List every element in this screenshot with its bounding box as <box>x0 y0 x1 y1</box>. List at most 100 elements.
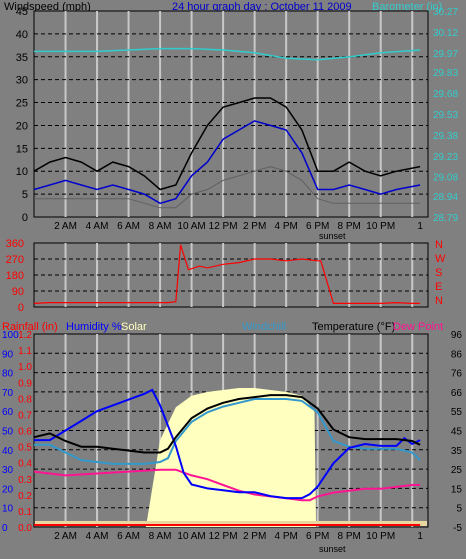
rain-humidity-y-ticks: 0.0 0.1 0.2 0.3 0.4 0.5 0.6 0.7 0.8 0.9 1.0 1.1 1.2 0… <box>2 330 32 534</box>
direction-series <box>33 244 421 304</box>
wind-x-ticks: 2 AM 4 AM 6 AM 8 AM 10 AM 12 PM 2 PM 4 PM 6 PM 8 … <box>54 221 423 232</box>
windspeed-axis-label: Windspeed (mph) <box>4 1 91 13</box>
x-tick-label: 10 AM <box>177 531 205 542</box>
y-tick-label: 360 <box>6 238 24 250</box>
humidity-tick-label: 20 <box>2 484 14 495</box>
rain-tick-label: 0.9 <box>18 378 32 389</box>
series-direction <box>33 244 421 304</box>
x-tick-label: 12 PM <box>209 221 238 232</box>
x-tick-label: 10 AM <box>177 221 205 232</box>
rain-tick-label: 0.7 <box>18 410 32 421</box>
rain-tick-label: 0.2 <box>18 491 32 502</box>
y2-tick-label: 29.68 <box>433 89 458 100</box>
rain-tick-label: 1.1 <box>18 346 32 357</box>
y-tick-label: 90 <box>12 286 24 298</box>
x-tick-label: 2 PM <box>243 531 266 542</box>
y2-tick-label: 29.08 <box>433 173 458 184</box>
y2-tick-label: 30.12 <box>433 28 458 39</box>
rain-tick-label: 0.3 <box>18 475 32 486</box>
humidity-tick-label: 50 <box>2 427 14 438</box>
legend-solar: Solar <box>121 321 147 333</box>
y2-tick-label: 29.53 <box>433 110 458 121</box>
y2-tick-label: 29.97 <box>433 49 458 60</box>
x-tick-label: 2 AM <box>54 221 77 232</box>
series-humidity <box>34 388 421 500</box>
x-tick-label: 10 PM <box>366 531 395 542</box>
temp-tick-label: 15 <box>451 484 463 495</box>
y-tick-label: 40 <box>16 29 28 41</box>
x-tick-label: 2 PM <box>243 221 266 232</box>
x-tick-label: 8 AM <box>149 531 172 542</box>
y2-tick-label: 30.27 <box>433 7 458 18</box>
y-tick-label: 5 <box>22 189 28 201</box>
legend-dewpoint: Dew Point <box>393 321 443 333</box>
temp-tick-label: 5 <box>456 504 462 515</box>
temp-series <box>33 388 427 527</box>
barometer-axis-label: Barometer (in) <box>372 1 442 13</box>
y-tick-label: 0 <box>22 212 28 224</box>
wind-y-ticks: 0 5 10 15 20 25 30 35 40 45 <box>16 6 28 224</box>
legend-rainfall: Rainfall (in) <box>2 321 58 333</box>
x-tick-label: 12 PM <box>209 531 238 542</box>
sunset-label-3: sunset <box>319 544 346 554</box>
y2-tick-label: 29.23 <box>433 152 458 163</box>
x-tick-label: 6 PM <box>306 531 329 542</box>
x-tick-label: 4 AM <box>86 221 109 232</box>
x-tick-label: 1 <box>417 221 423 232</box>
rain-tick-label: 0.4 <box>18 459 32 470</box>
x-tick-label: 8 PM <box>338 531 361 542</box>
rain-tick-label: 0.8 <box>18 394 32 405</box>
x-tick-label: 6 AM <box>117 531 140 542</box>
y-tick-label: 15 <box>16 143 28 155</box>
compass-label: W <box>435 253 446 265</box>
wind-series <box>33 47 421 209</box>
x-tick-label: 8 AM <box>149 221 172 232</box>
wind-panel-frame <box>33 10 429 218</box>
legend-humidity: Humidity % <box>66 321 122 333</box>
y-tick-label: 20 <box>16 120 28 132</box>
temp-tick-label: 55 <box>451 407 463 418</box>
series-windchill <box>34 398 421 465</box>
temp-tick-label: 45 <box>451 427 463 438</box>
humidity-tick-label: 30 <box>2 465 14 476</box>
x-tick-label: 1 <box>417 531 423 542</box>
x-tick-label: 4 PM <box>274 531 297 542</box>
y-tick-label: 270 <box>6 254 24 266</box>
series-temperature <box>33 394 421 454</box>
humidity-tick-label: 10 <box>2 504 14 515</box>
barometer-y-ticks: 28.79 28.94 29.08 29.23 29.38 29.53 29.68 29.83… <box>433 7 458 224</box>
y-tick-label: 25 <box>16 98 28 110</box>
rain-tick-label: 0.5 <box>18 443 32 454</box>
x-tick-label: 2 AM <box>54 531 77 542</box>
x-tick-label: 6 PM <box>306 221 329 232</box>
rain-tick-label: 0.0 <box>18 523 32 534</box>
temperature-y-ticks: -5 5 15 25 35 45 55 66 76 86 96 <box>451 330 463 534</box>
compass-label: E <box>435 281 442 293</box>
humidity-tick-label: 40 <box>2 446 14 457</box>
series-windspeed <box>33 120 421 205</box>
humidity-tick-label: 70 <box>2 388 14 399</box>
rain-tick-label: 0.1 <box>18 507 32 518</box>
humidity-tick-label: 100 <box>2 330 19 341</box>
temp-tick-label: 35 <box>451 446 463 457</box>
x-tick-label: 6 AM <box>117 221 140 232</box>
direction-panel-grid <box>34 243 428 307</box>
humidity-tick-label: 80 <box>2 369 14 380</box>
temp-tick-label: 25 <box>451 465 463 476</box>
series-average <box>34 166 421 209</box>
y-tick-label: 0 <box>18 302 24 314</box>
x-tick-label: 10 PM <box>366 221 395 232</box>
temp-tick-label: 66 <box>451 388 463 399</box>
y-tick-label: 30 <box>16 75 28 87</box>
compass-label: N <box>435 239 443 251</box>
x-tick-label: 4 PM <box>274 221 297 232</box>
baseline-band <box>35 521 427 526</box>
humidity-tick-label: 60 <box>2 407 14 418</box>
compass-label: S <box>435 267 442 279</box>
series-barometer <box>34 47 421 61</box>
series-gust <box>33 97 421 191</box>
compass-label: N <box>435 295 443 307</box>
y-tick-label: 35 <box>16 52 28 64</box>
y-tick-label: 45 <box>16 6 28 18</box>
